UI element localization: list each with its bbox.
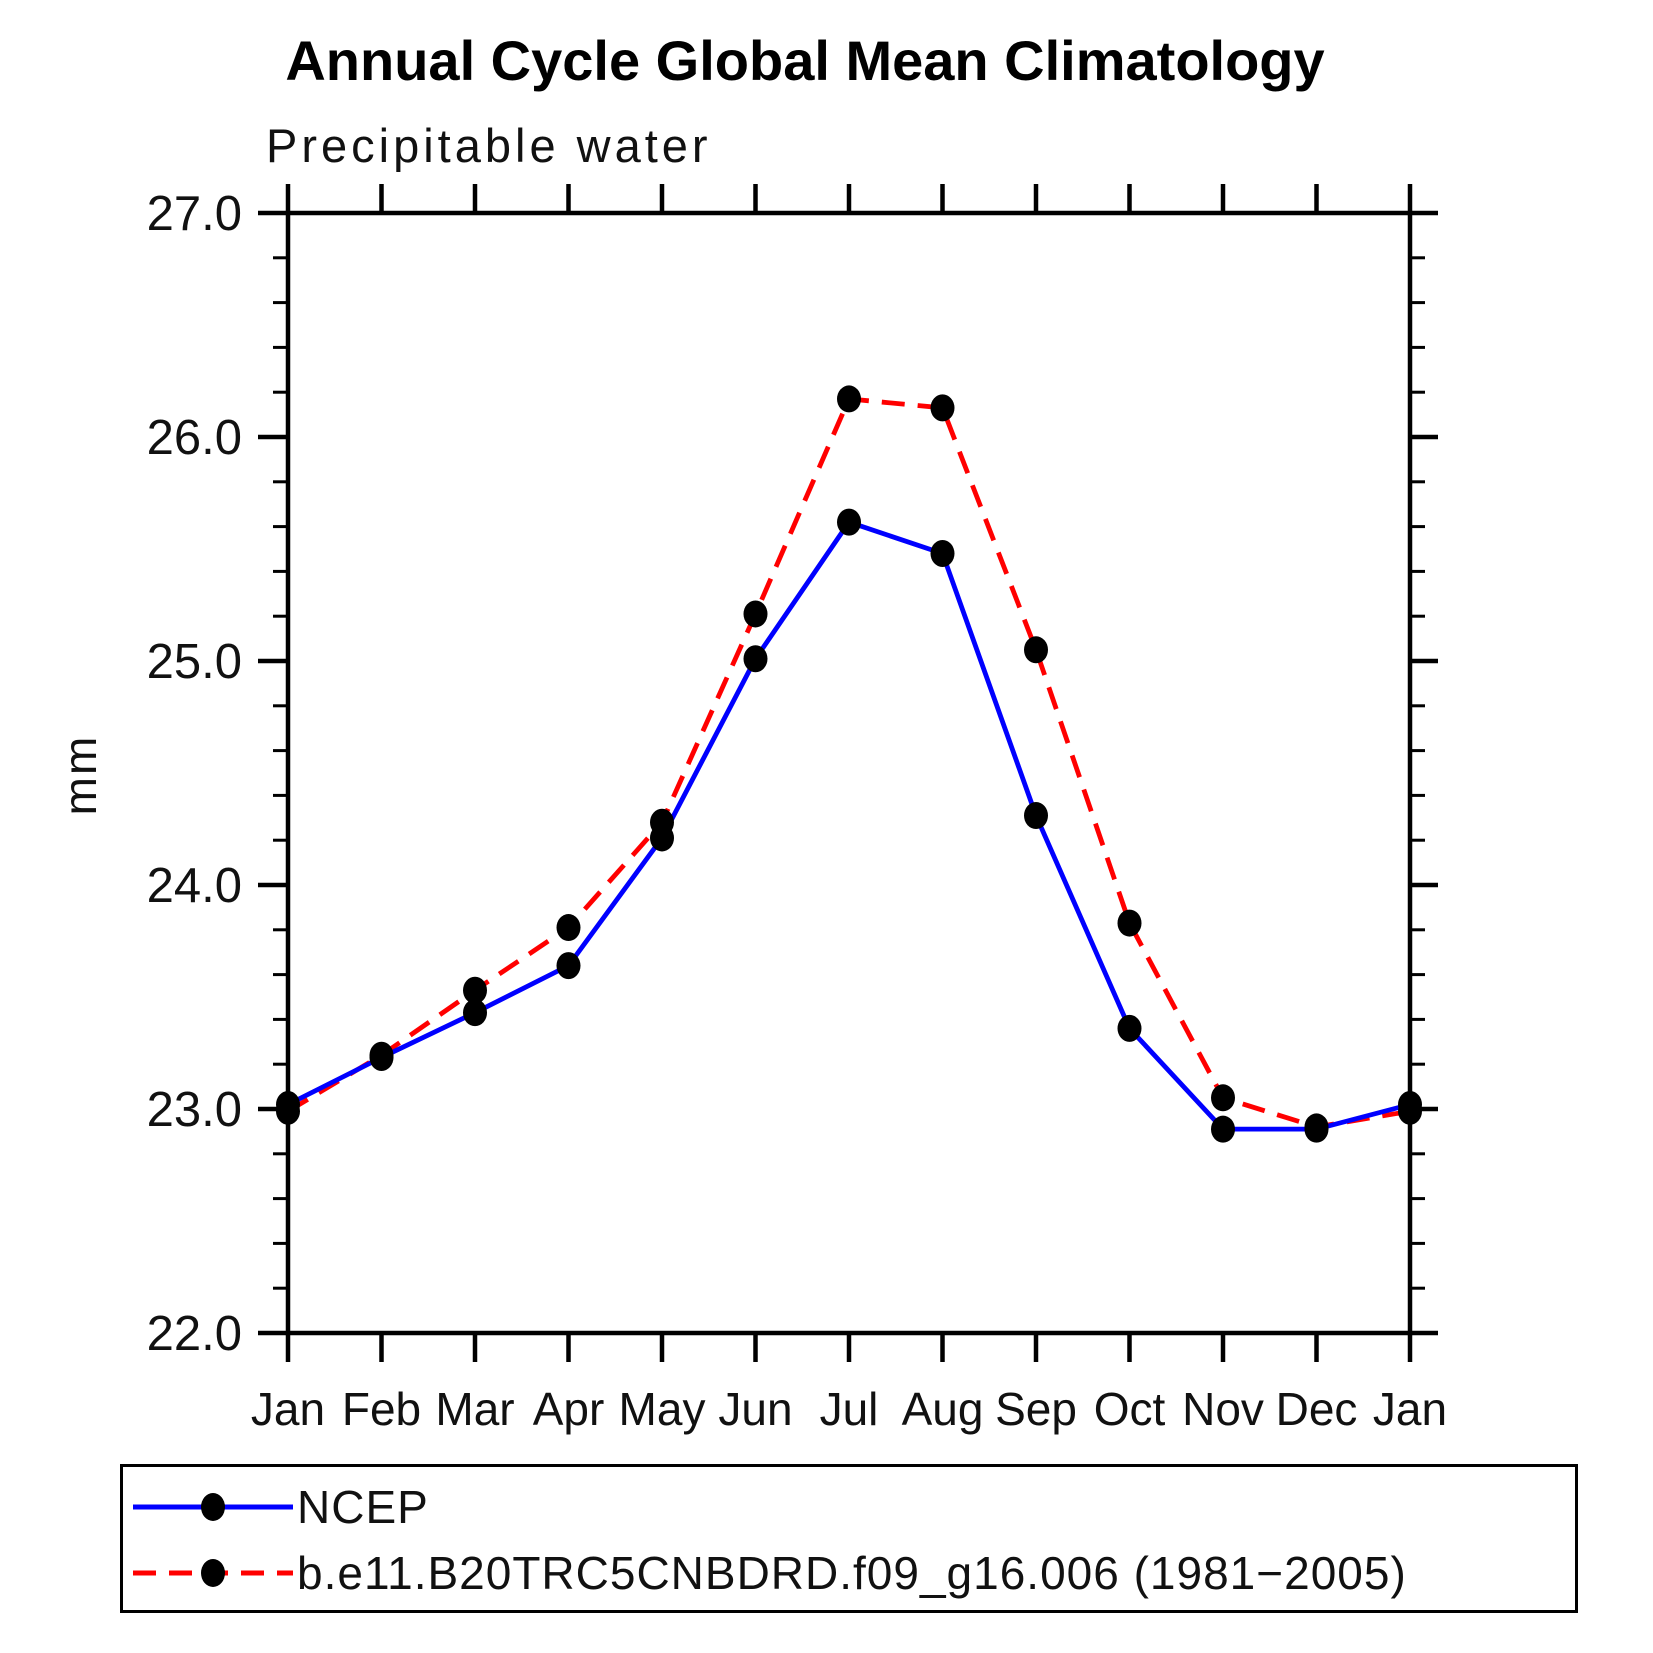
legend-label-model: b.e11.B20TRC5CNBDRD.f09_g16.006 (1981−20… [297, 1547, 1407, 1599]
legend-item-model: b.e11.B20TRC5CNBDRD.f09_g16.006 (1981−20… [129, 1547, 1407, 1599]
data-point-marker [1024, 802, 1048, 830]
x-tick-label: May [619, 1383, 706, 1435]
data-point-marker [369, 1041, 394, 1069]
data-point-marker [1117, 909, 1142, 937]
chart-subtitle: Precipitable water [266, 119, 712, 172]
y-tick-label: 24.0 [147, 859, 242, 913]
model-series-line [286, 396, 1411, 1130]
x-tick-label: Mar [435, 1383, 514, 1435]
data-point-marker [837, 508, 861, 536]
ncep-line-sample-icon [133, 1493, 293, 1521]
data-point-marker [556, 914, 581, 942]
data-point-marker [1398, 1097, 1422, 1125]
ncep-series-line [286, 519, 1411, 1132]
x-tick-label: Aug [902, 1383, 984, 1435]
legend-marker-dot [201, 1493, 225, 1521]
legend-marker-dot [201, 1559, 225, 1587]
data-point-marker [556, 952, 581, 980]
y-tick-label: 22.0 [147, 1307, 242, 1361]
legend-item-ncep: NCEP [129, 1481, 429, 1533]
data-point-marker [650, 808, 674, 836]
data-point-marker [743, 600, 768, 628]
plot-frame [285, 210, 1413, 1336]
data-point-marker [743, 645, 768, 673]
y-tick-label: 27.0 [147, 187, 242, 241]
x-tick-label: Jun [718, 1383, 792, 1435]
legend: NCEP b.e11.B20TRC5CNBDRD.f09_g16.006 (19… [120, 1464, 1578, 1613]
x-tick-label: Apr [533, 1383, 605, 1435]
data-point-marker [1117, 1014, 1142, 1042]
x-tick-label: Jan [1373, 1383, 1447, 1435]
y-tick-label: 23.0 [147, 1083, 242, 1137]
x-tick-label: Sep [995, 1383, 1077, 1435]
chart-title: Annual Cycle Global Mean Climatology [285, 29, 1325, 92]
data-point-marker [1024, 636, 1048, 664]
data-point-marker [1304, 1113, 1329, 1141]
y-tick-label: 26.0 [147, 411, 242, 465]
y-tick-label: 25.0 [147, 635, 242, 689]
legend-label-ncep: NCEP [297, 1481, 429, 1533]
data-point-marker [930, 539, 955, 567]
x-tick-label: Nov [1182, 1383, 1264, 1435]
data-point-marker [1211, 1115, 1235, 1143]
x-tick-label: Oct [1094, 1383, 1166, 1435]
x-tick-label: Feb [342, 1383, 421, 1435]
data-point-marker [276, 1097, 300, 1125]
x-tick-label: Dec [1276, 1383, 1358, 1435]
data-point-marker [463, 999, 487, 1027]
data-point-marker [1211, 1084, 1235, 1112]
data-point-marker [463, 976, 487, 1004]
data-point-marker [930, 394, 955, 422]
model-line-sample-icon [133, 1559, 293, 1587]
x-tick-label: Jan [251, 1383, 325, 1435]
x-tick-label: Jul [820, 1383, 879, 1435]
data-point-marker [837, 385, 861, 413]
